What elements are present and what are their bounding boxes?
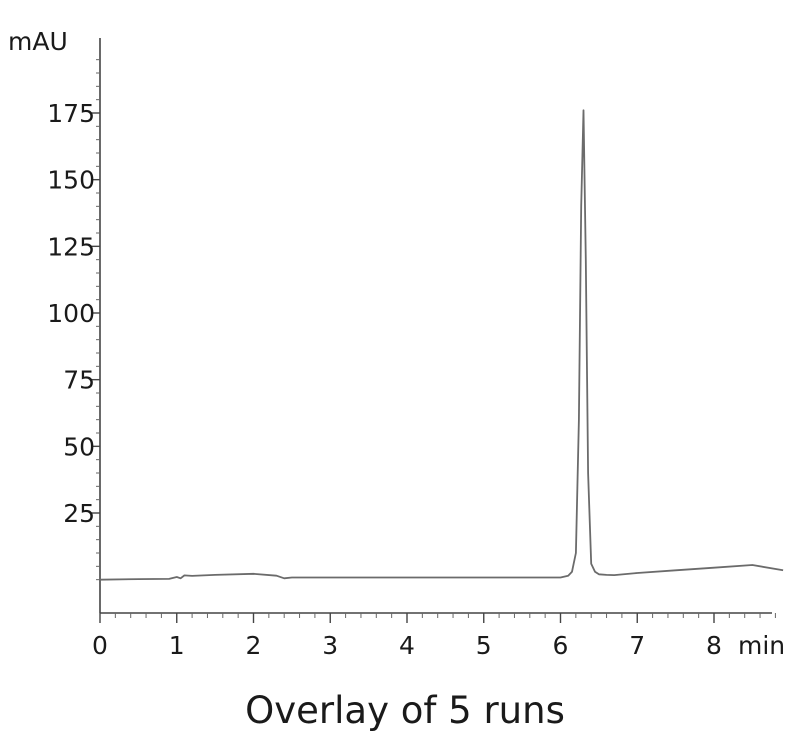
x-tick-label: 4: [399, 631, 415, 660]
y-tick-label: 25: [63, 499, 95, 528]
ticks: [91, 59, 776, 623]
chromatogram-trace: [99, 109, 784, 581]
x-tick-label: 7: [629, 631, 645, 660]
y-tick-label: 75: [63, 366, 95, 395]
chart-caption: Overlay of 5 runs: [245, 689, 565, 731]
x-tick-label: 6: [553, 631, 569, 660]
x-tick-label: 8: [706, 631, 722, 660]
x-tick-label: 1: [169, 631, 185, 660]
x-tick-label: 2: [246, 631, 262, 660]
x-axis-unit-label: min: [738, 631, 785, 660]
tick-labels: 0 1 2 3 4 5 6 7 8 25 50 75 100 125 150 175: [47, 99, 722, 660]
axes: [99, 38, 772, 614]
x-tick-label: 5: [476, 631, 492, 660]
x-tick-label: 3: [322, 631, 338, 660]
y-tick-label: 100: [47, 299, 95, 328]
y-tick-label: 150: [47, 166, 95, 195]
y-tick-label: 50: [63, 432, 95, 461]
y-tick-label: 175: [47, 99, 95, 128]
y-tick-label: 125: [47, 232, 95, 261]
x-tick-label: 0: [92, 631, 108, 660]
y-axis-unit-label: mAU: [8, 27, 68, 56]
